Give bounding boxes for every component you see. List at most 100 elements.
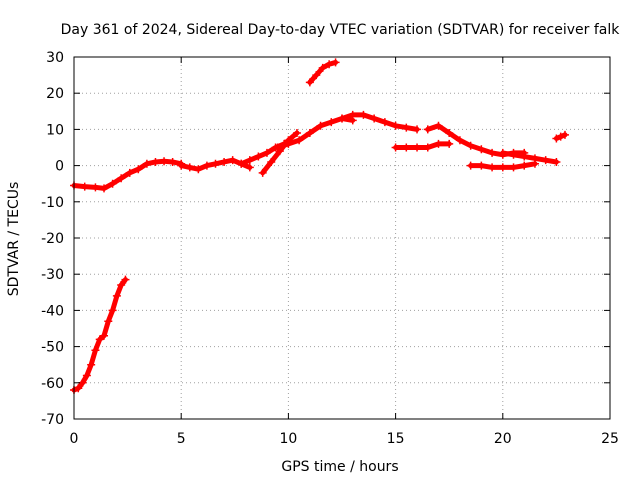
data-point	[91, 346, 100, 355]
data-point	[117, 174, 126, 183]
x-tick-label: 5	[177, 431, 186, 447]
x-tick-label: 20	[494, 431, 512, 447]
data-point	[168, 157, 177, 166]
data-point	[327, 118, 336, 127]
data-point	[325, 60, 334, 69]
series-arc-2	[70, 157, 186, 193]
data-point	[520, 152, 529, 161]
x-tick-label: 15	[387, 431, 405, 447]
data-point	[466, 141, 475, 150]
data-point	[228, 156, 237, 165]
data-point	[391, 121, 400, 130]
y-tick-label: -50	[41, 340, 64, 356]
data-point	[262, 148, 271, 157]
data-point	[312, 71, 321, 80]
series-arc-9	[391, 139, 454, 152]
series-arc-1	[70, 275, 130, 395]
data-point	[391, 143, 400, 152]
y-tick-label: -60	[41, 376, 64, 392]
data-point	[318, 63, 327, 72]
y-tick-label: -10	[41, 195, 64, 211]
data-point	[466, 161, 475, 170]
y-tick-label: 10	[46, 122, 64, 138]
data-point	[108, 306, 117, 315]
data-point	[434, 121, 443, 130]
data-point	[295, 136, 304, 145]
data-point	[121, 275, 130, 284]
data-point	[177, 161, 186, 170]
data-point	[134, 165, 143, 174]
data-point	[552, 134, 561, 143]
data-point	[316, 121, 325, 130]
data-point	[237, 159, 246, 168]
data-point	[305, 129, 314, 138]
series-arc-5	[258, 129, 301, 177]
data-point	[520, 161, 529, 170]
x-tick-label: 0	[70, 431, 79, 447]
y-tick-label: 0	[55, 159, 64, 175]
data-point	[423, 125, 432, 134]
y-tick-label: -30	[41, 267, 64, 283]
data-point	[305, 78, 314, 87]
data-point	[445, 129, 454, 138]
data-point	[273, 143, 282, 152]
data-point	[245, 156, 254, 165]
data-point	[100, 331, 109, 340]
data-point	[434, 139, 443, 148]
data-point	[82, 371, 91, 380]
data-point	[541, 156, 550, 165]
data-point	[211, 159, 220, 168]
data-point	[258, 168, 267, 177]
axis-ticks: 0 5 10 15 20 25 -70 -60 -50 -40 -30 -20 -10 0 10 20 30	[41, 50, 619, 447]
data-point	[91, 183, 100, 192]
data-point	[477, 161, 486, 170]
data-point	[245, 163, 254, 172]
data-point	[455, 136, 464, 145]
data-point	[348, 110, 357, 119]
data-point	[292, 129, 301, 138]
data-point	[477, 145, 486, 154]
x-tick-label: 10	[279, 431, 297, 447]
y-tick-label: -70	[41, 412, 64, 428]
data-point	[220, 157, 229, 166]
y-axis-label: SDTVAR / TECUs	[6, 182, 22, 297]
data-point	[95, 335, 104, 344]
data-point	[202, 161, 211, 170]
data-point	[560, 130, 569, 139]
data-point	[413, 125, 422, 134]
data-point	[185, 163, 194, 172]
y-tick-label: 20	[46, 86, 64, 102]
data-point	[413, 143, 422, 152]
x-tick-label: 25	[601, 431, 619, 447]
data-point	[104, 317, 113, 326]
chart-title: Day 361 of 2024, Sidereal Day-to-day VTE…	[61, 22, 621, 38]
data-point	[498, 148, 507, 157]
series-arc-11	[466, 159, 539, 172]
data-point	[284, 139, 293, 148]
data-point	[74, 384, 83, 393]
data-point	[194, 165, 203, 174]
grid	[74, 57, 610, 419]
data-point	[556, 132, 565, 141]
data-point	[530, 154, 539, 163]
data-point	[108, 179, 117, 188]
series-arc-13	[552, 130, 569, 143]
data-point	[552, 157, 561, 166]
data-point	[380, 118, 389, 127]
data-point	[423, 143, 432, 152]
data-point	[100, 184, 109, 193]
data-point	[338, 114, 346, 123]
data-point	[80, 182, 89, 191]
data-point	[112, 291, 121, 300]
data-point	[509, 163, 518, 172]
data-points	[70, 58, 569, 395]
y-tick-label: -20	[41, 231, 64, 247]
data-point	[87, 360, 96, 369]
series-trace	[425, 123, 527, 158]
data-point	[267, 157, 276, 166]
data-point	[331, 58, 340, 67]
data-point	[445, 139, 454, 148]
data-point	[125, 168, 134, 177]
series-arc-7	[305, 58, 340, 87]
